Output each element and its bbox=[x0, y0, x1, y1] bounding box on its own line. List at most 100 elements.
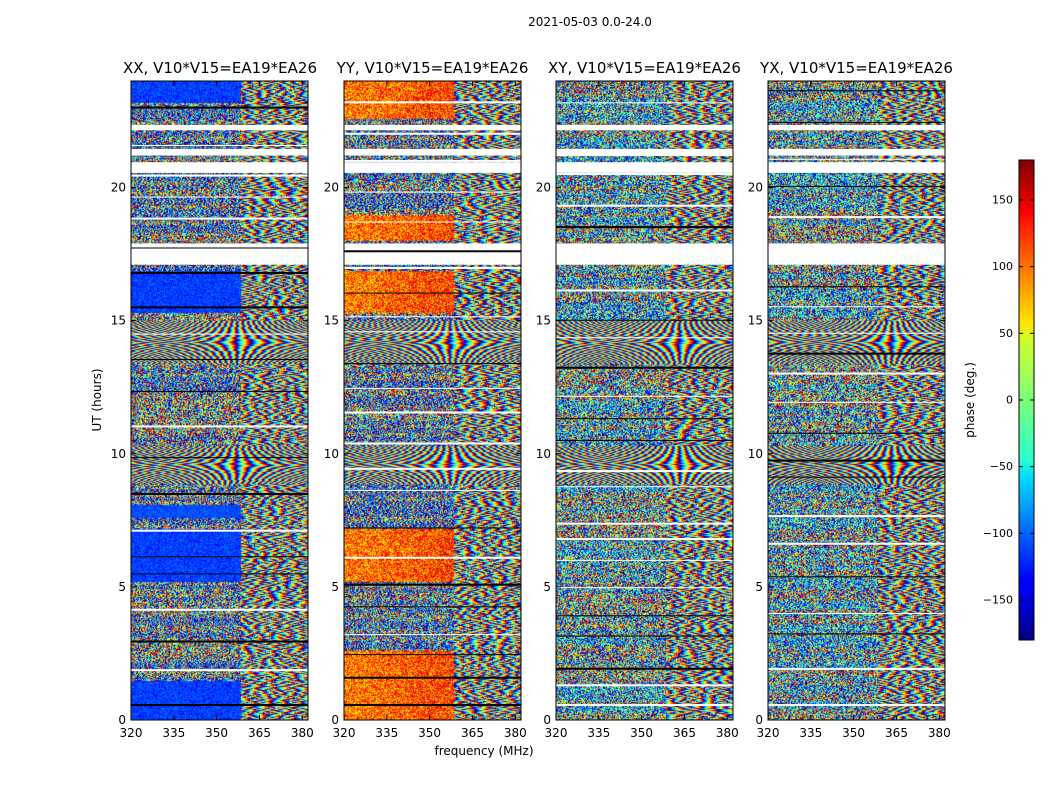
scan-separator bbox=[131, 359, 308, 361]
scan-separator bbox=[131, 573, 308, 575]
scan-separator bbox=[556, 470, 733, 473]
y-tick-label: 5 bbox=[331, 580, 339, 594]
scan-separator bbox=[344, 387, 521, 389]
scan-separator bbox=[768, 121, 945, 123]
scan-separator bbox=[768, 401, 945, 403]
scan-separator bbox=[556, 366, 733, 369]
panel-xy: XY, V10*V15=EA19*EA26 320 335 350 365 38… bbox=[536, 59, 741, 740]
y-axis-label: UT (hours) bbox=[90, 368, 104, 431]
scan-separator bbox=[768, 332, 945, 334]
scan-separator bbox=[556, 154, 733, 157]
scan-separator bbox=[131, 640, 308, 643]
scan-separator bbox=[556, 615, 733, 617]
scan-separator bbox=[556, 684, 733, 687]
x-tick-label: 380 bbox=[928, 726, 951, 740]
scan-separator bbox=[344, 363, 521, 365]
scan-separator bbox=[344, 489, 521, 491]
scan-separator bbox=[556, 418, 733, 420]
scan-separator bbox=[768, 576, 945, 578]
scan-separator bbox=[131, 144, 308, 146]
panel-xx: XX, V10*V15=EA19*EA26 320 335 350 365 38… bbox=[90, 59, 317, 740]
scan-separator bbox=[344, 676, 521, 679]
x-tick-label: 380 bbox=[716, 726, 739, 740]
x-tick-label: 380 bbox=[504, 726, 527, 740]
no-data-gap bbox=[768, 243, 945, 265]
scan-separator bbox=[344, 191, 521, 193]
panel-title: YX, V10*V15=EA19*EA26 bbox=[759, 59, 953, 77]
scan-separator bbox=[344, 331, 521, 333]
scan-separator bbox=[344, 316, 521, 318]
panel-title: XY, V10*V15=EA19*EA26 bbox=[548, 59, 741, 77]
no-data-gap bbox=[768, 162, 945, 173]
scan-separator bbox=[556, 559, 733, 561]
panel-yy: YY, V10*V15=EA19*EA26 320 335 350 365 38… bbox=[324, 59, 534, 758]
colorbar-tick-label: 50 bbox=[999, 327, 1013, 340]
scan-separator bbox=[768, 306, 945, 308]
x-tick-label: 320 bbox=[545, 726, 568, 740]
y-tick-label: 15 bbox=[111, 314, 126, 328]
scan-separator bbox=[344, 101, 521, 104]
x-tick-label: 335 bbox=[162, 726, 185, 740]
x-tick-label: 320 bbox=[120, 726, 143, 740]
scan-separator bbox=[768, 476, 945, 478]
scan-separator bbox=[344, 250, 521, 253]
scan-separator bbox=[768, 515, 945, 518]
phase-heatmap-image bbox=[768, 81, 945, 720]
scan-separator bbox=[344, 527, 521, 529]
scan-separator bbox=[344, 411, 521, 414]
scan-separator bbox=[344, 221, 521, 223]
scan-separator bbox=[768, 286, 945, 288]
scan-separator bbox=[344, 442, 521, 445]
scan-separator bbox=[556, 486, 733, 488]
scan-separator bbox=[131, 217, 308, 220]
plot-frame bbox=[767, 80, 946, 721]
scan-separator bbox=[344, 556, 521, 559]
plot-frame bbox=[555, 80, 734, 721]
scan-separator bbox=[556, 704, 733, 707]
scan-separator bbox=[556, 337, 733, 339]
panel-title: YY, V10*V15=EA19*EA26 bbox=[336, 59, 529, 77]
colorbar-tick-label: 150 bbox=[992, 194, 1013, 207]
scan-separator bbox=[131, 704, 308, 707]
axis-ticks bbox=[343, 81, 521, 721]
y-tick-label: 20 bbox=[536, 181, 551, 195]
y-tick-label: 10 bbox=[111, 447, 126, 461]
x-tick-label: 320 bbox=[333, 726, 356, 740]
y-tick-label: 5 bbox=[755, 580, 763, 594]
scan-separator bbox=[768, 633, 945, 635]
scan-separator bbox=[556, 289, 733, 292]
scan-separator bbox=[768, 185, 945, 187]
x-tick-label: 365 bbox=[461, 726, 484, 740]
axis-ticks bbox=[555, 81, 733, 721]
x-tick-label: 350 bbox=[630, 726, 653, 740]
scan-separator bbox=[131, 247, 308, 249]
axis-ticks bbox=[130, 81, 308, 721]
colorbar-tick-label: −100 bbox=[983, 527, 1013, 540]
x-tick-label: 350 bbox=[205, 726, 228, 740]
no-data-gap bbox=[768, 148, 945, 156]
y-tick-label: 0 bbox=[331, 713, 339, 727]
scan-separator bbox=[556, 522, 733, 525]
colorbar: 150 100 50 0 −50 −100 −150 phase (deg.) bbox=[963, 159, 1035, 641]
x-tick-label: 335 bbox=[587, 726, 610, 740]
scan-separator bbox=[344, 606, 521, 608]
scan-separator bbox=[344, 704, 521, 707]
scan-separator bbox=[131, 333, 308, 335]
scan-separator bbox=[556, 537, 733, 540]
figure-suptitle: 2021-05-03 0.0-24.0 bbox=[528, 15, 652, 29]
scan-separator bbox=[344, 654, 521, 656]
phase-heatmap-image bbox=[556, 81, 733, 720]
scan-separator bbox=[556, 319, 733, 321]
scan-separator bbox=[556, 587, 733, 589]
colorbar-tick-label: 0 bbox=[1006, 394, 1013, 407]
scan-separator bbox=[556, 395, 733, 397]
scan-separator bbox=[556, 635, 733, 637]
y-tick-label: 10 bbox=[536, 447, 551, 461]
y-tick-label: 0 bbox=[543, 713, 551, 727]
scan-separator bbox=[131, 106, 308, 109]
scan-separator bbox=[768, 90, 945, 92]
scan-separator bbox=[344, 266, 521, 269]
scan-separator bbox=[344, 159, 521, 162]
scan-separator bbox=[556, 102, 733, 104]
x-tick-label: 365 bbox=[248, 726, 271, 740]
